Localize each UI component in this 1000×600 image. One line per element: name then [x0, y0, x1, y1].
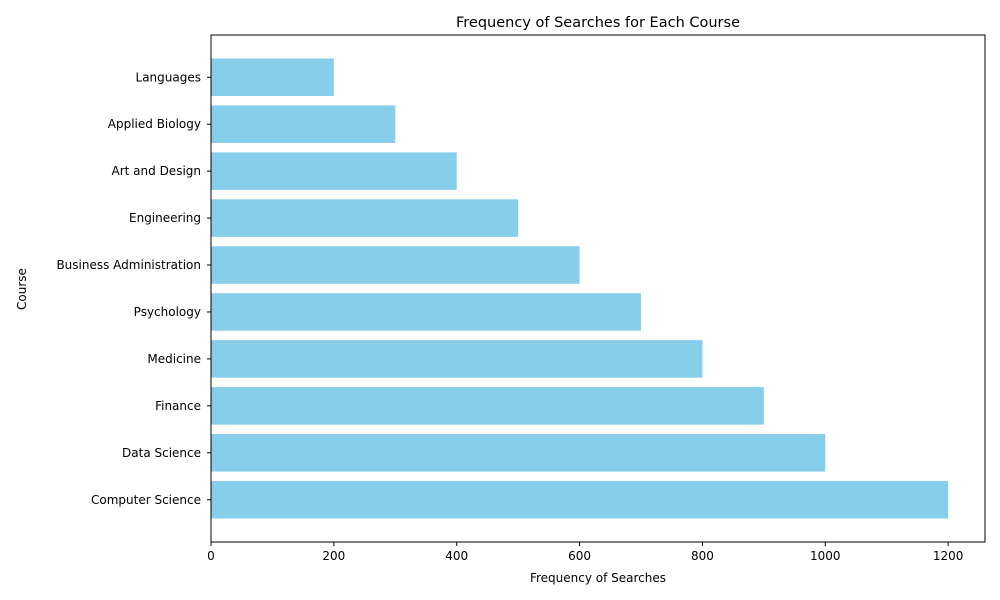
bar-medicine — [211, 340, 703, 378]
bar-data-science — [211, 434, 826, 472]
y-tick-label-engineering: Engineering — [129, 211, 201, 225]
y-tick-label-art-and-design: Art and Design — [112, 164, 201, 178]
bar-engineering — [211, 199, 519, 237]
x-tick-label: 1000 — [810, 549, 841, 563]
bars-group — [211, 58, 949, 519]
x-tick-label: 0 — [207, 549, 215, 563]
bar-psychology — [211, 293, 641, 331]
x-tick-label: 1200 — [933, 549, 964, 563]
x-axis-label: Frequency of Searches — [530, 571, 666, 585]
bar-finance — [211, 387, 764, 425]
y-tick-label-applied-biology: Applied Biology — [108, 117, 201, 131]
x-tick-label: 400 — [445, 549, 468, 563]
plot-frame — [210, 34, 986, 543]
y-axis-ticks: Computer Science Data Science Finance Medic… — [56, 70, 211, 507]
bar-art-and-design — [211, 152, 457, 190]
x-tick-label: 600 — [568, 549, 591, 563]
y-tick-label-medicine: Medicine — [147, 352, 201, 366]
y-axis-label: Course — [15, 268, 29, 310]
y-tick-label-languages: Languages — [136, 70, 201, 84]
bar-applied-biology — [211, 105, 396, 143]
bar-business-administration — [211, 246, 580, 284]
bar-computer-science — [211, 480, 949, 519]
y-tick-label-business-administration: Business Administration — [56, 258, 201, 272]
y-tick-label-psychology: Psychology — [134, 305, 201, 319]
bar-languages — [211, 58, 334, 97]
y-tick-label-computer-science: Computer Science — [91, 493, 201, 507]
chart-title: Frequency of Searches for Each Course — [456, 15, 740, 31]
y-tick-label-finance: Finance — [155, 399, 201, 413]
x-axis-ticks: 0 200 400 600 800 1000 1200 — [207, 542, 963, 563]
x-tick-label: 800 — [691, 549, 714, 563]
y-tick-label-data-science: Data Science — [122, 446, 201, 460]
x-tick-label: 200 — [322, 549, 345, 563]
